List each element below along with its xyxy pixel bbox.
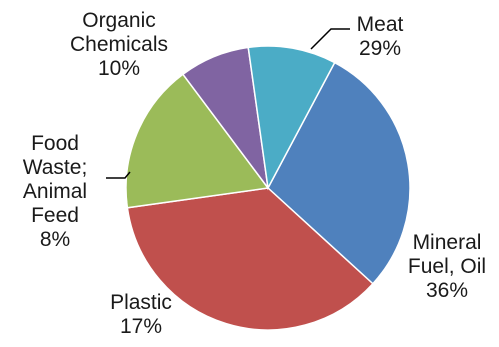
data-label-organic-chemicals: Organic Chemicals 10% bbox=[70, 9, 168, 80]
leader-line-food-waste-animal-feed bbox=[106, 171, 131, 179]
data-label-line: Meat bbox=[357, 13, 404, 36]
data-label-line: Plastic bbox=[110, 291, 172, 314]
data-label-plastic: Plastic 17% bbox=[110, 291, 172, 338]
pie-slice-mineral-fuel-oil bbox=[126, 187, 374, 331]
data-label-line: Food bbox=[31, 132, 79, 155]
data-labels: Meat 29% Mineral Fuel, Oil 36% Plastic 17% Food… bbox=[23, 9, 486, 338]
pie-slice-plastic bbox=[125, 73, 270, 209]
data-label-line: Animal bbox=[23, 180, 87, 203]
leader-line-meat bbox=[310, 28, 350, 50]
data-label-mineral-fuel-oil: Mineral Fuel, Oil 36% bbox=[408, 231, 486, 302]
leader-lines bbox=[106, 28, 350, 179]
data-label-line: 29% bbox=[359, 37, 401, 60]
data-label-line: Organic bbox=[82, 9, 156, 32]
data-label-line: 8% bbox=[40, 228, 70, 251]
data-label-line: Fuel, Oil bbox=[408, 255, 486, 278]
pie-slices bbox=[125, 45, 411, 331]
pie-slice-organic-chemicals bbox=[247, 45, 336, 191]
data-label-line: Mineral bbox=[413, 231, 482, 254]
data-label-line: 10% bbox=[98, 57, 140, 80]
data-label-line: 36% bbox=[426, 279, 468, 302]
data-label-meat: Meat 29% bbox=[357, 13, 404, 60]
data-label-line: Chemicals bbox=[70, 33, 168, 56]
data-label-line: Feed bbox=[31, 204, 79, 227]
pie-slice-meat bbox=[267, 61, 411, 285]
data-label-line: 17% bbox=[120, 315, 162, 338]
data-label-food-waste-animal-feed: Food Waste; Animal Feed 8% bbox=[23, 132, 88, 251]
data-label-line: Waste; bbox=[23, 156, 88, 179]
